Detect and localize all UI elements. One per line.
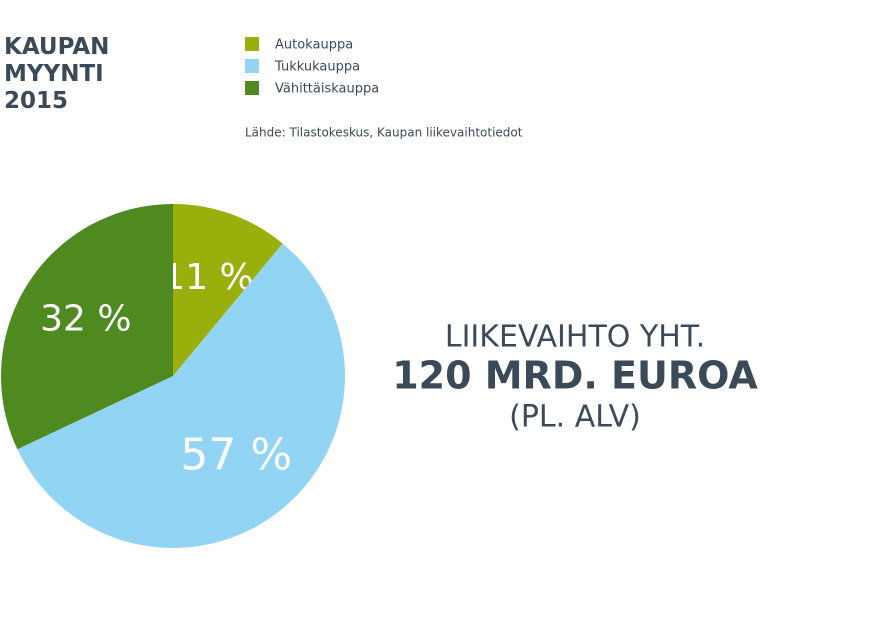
source: Lähde: Tilastokeskus, Kaupan liikevaihto… [245,126,523,140]
annotation: 120 MRD. EUROA [392,354,758,398]
chart-title: KAUPAN MYYNTI 2015 [4,34,110,114]
legend-swatch [245,81,259,95]
slice-label: 11 % [162,257,253,298]
pie-slice [173,204,283,376]
slice-label: 32 % [40,299,131,340]
legend-label: Autokauppa [275,38,353,53]
legend-swatch [245,59,259,73]
slice-label: 57 % [180,430,292,481]
legend-swatch [245,37,259,51]
annotation: LIIKEVAIHTO YHT. [445,320,705,355]
legend-label: Vähittäiskauppa [275,82,379,97]
legend-label: Tukkukauppa [274,60,360,75]
pie-slice [0,204,173,450]
annotation: (PL. ALV) [509,400,641,435]
pie-slice [17,243,345,548]
